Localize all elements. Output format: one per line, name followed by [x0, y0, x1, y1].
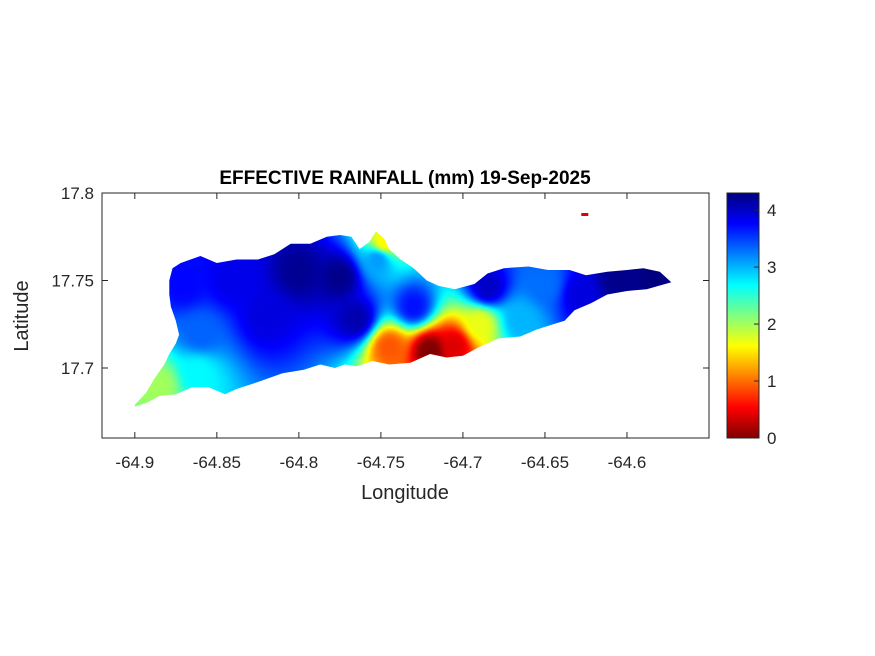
colorbar-ticks: 0 1 2 3 4 [754, 201, 776, 448]
islet-marker [581, 213, 589, 216]
colorbar-tick-label: 4 [767, 201, 776, 220]
colorbar-tick-label: 3 [767, 258, 776, 277]
y-axis-ticks: 17.7 17.75 17.8 [51, 184, 709, 378]
y-axis-label: Latitude [11, 280, 33, 351]
x-tick-label: -64.6 [608, 453, 647, 472]
colorbar-tick-label: 2 [767, 315, 776, 334]
y-tick-label: 17.8 [61, 184, 94, 203]
x-tick-label: -64.75 [357, 453, 405, 472]
x-tick-label: -64.9 [115, 453, 154, 472]
x-axis-label: Longitude [361, 482, 449, 504]
y-tick-label: 17.75 [51, 272, 94, 291]
x-tick-label: -64.65 [521, 453, 569, 472]
y-tick-label: 17.7 [61, 359, 94, 378]
x-tick-label: -64.7 [444, 453, 483, 472]
x-axis-ticks: -64.9 -64.85 -64.8 -64.75 -64.7 -64.65 -64.6 [115, 193, 646, 472]
chart-title: EFFECTIVE RAINFALL (mm) 19-Sep-2025 [219, 168, 591, 189]
colorbar-tick-label: 1 [767, 372, 776, 391]
x-tick-label: -64.85 [193, 453, 241, 472]
colorbar-tick-label: 0 [767, 429, 776, 448]
x-tick-label: -64.8 [279, 453, 318, 472]
colorbar [726, 192, 760, 439]
